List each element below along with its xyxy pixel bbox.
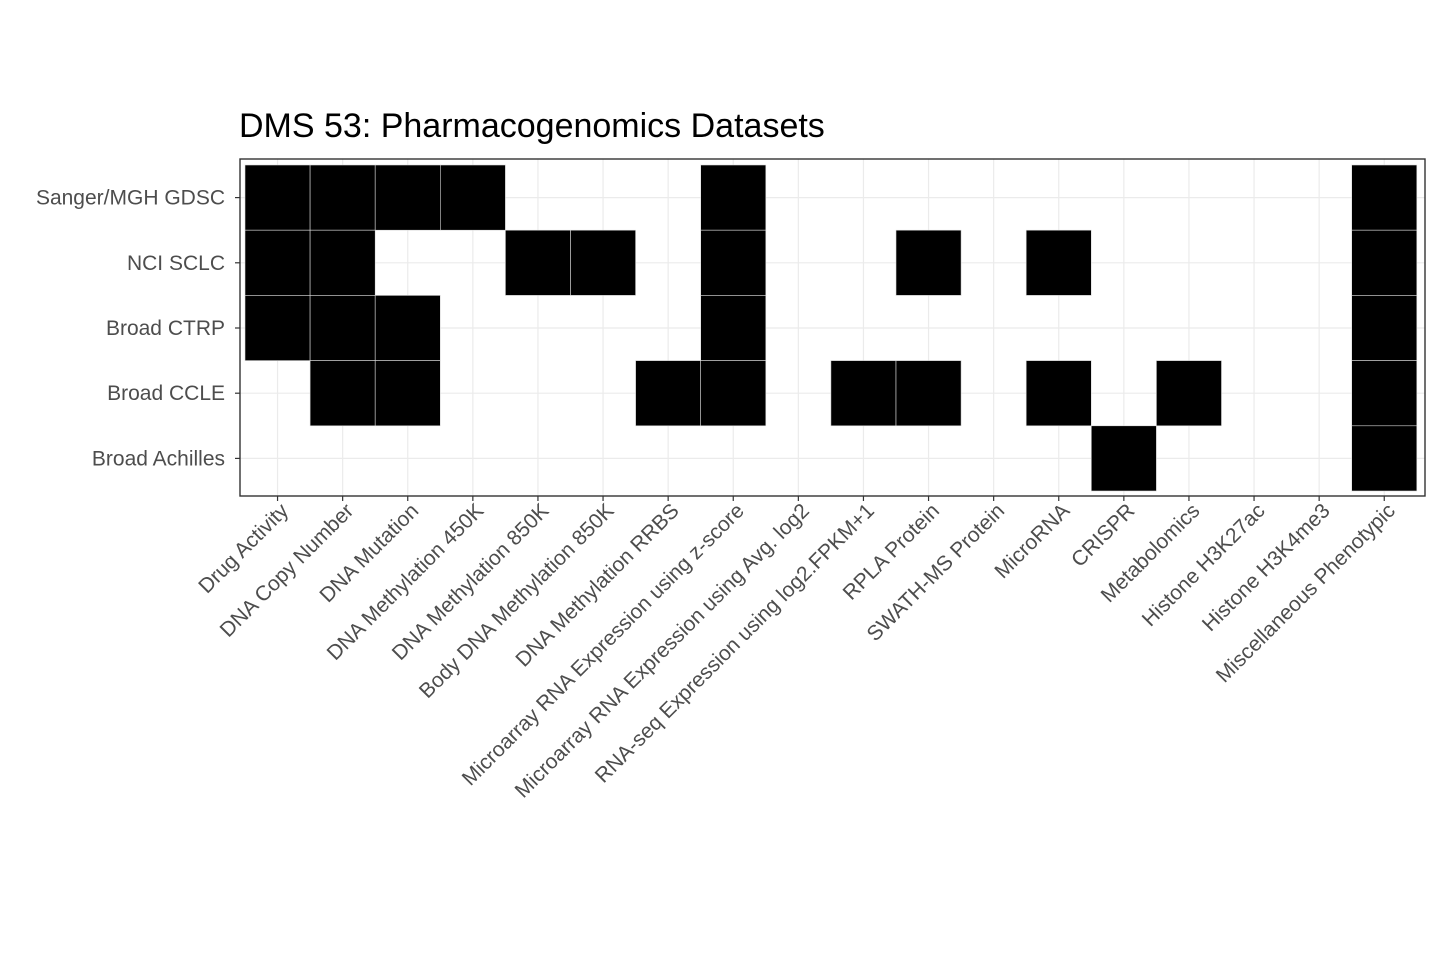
heatmap-cell — [244, 295, 311, 361]
x-tick-label: Histone H3K27ac — [1138, 499, 1270, 631]
heatmap-cell — [1156, 360, 1222, 427]
heatmap-cell — [895, 229, 962, 296]
heatmap-cell — [374, 164, 441, 231]
heatmap-cell — [700, 295, 767, 361]
y-tick-label: Broad CCLE — [107, 382, 225, 405]
y-tick-label: Broad Achilles — [92, 447, 225, 470]
y-tick-label: Sanger/MGH GDSC — [36, 187, 225, 210]
y-tick-label: NCI SCLC — [127, 252, 225, 275]
heatmap-cell — [700, 164, 767, 231]
heatmap-cell — [244, 229, 311, 296]
heatmap-cell — [244, 164, 311, 231]
chart-title: DMS 53: Pharmacogenomics Datasets — [239, 107, 825, 145]
heatmap-cell — [309, 164, 376, 231]
heatmap-cell — [374, 295, 441, 361]
heatmap-cell — [1025, 360, 1092, 427]
y-axis: Sanger/MGH GDSC NCI SCLC Broad CTRP Broad C… — [36, 187, 240, 470]
heatmap-cell — [1351, 425, 1418, 492]
heatmap-cell — [1351, 229, 1418, 296]
heatmap-cell — [700, 229, 767, 296]
heatmap-cell — [1025, 229, 1092, 296]
heatmap-cell — [374, 360, 441, 427]
y-tick-label: Broad CTRP — [106, 317, 225, 340]
heatmap-cell — [505, 229, 571, 296]
heatmap-cell — [309, 360, 376, 427]
heatmap-cell — [830, 360, 897, 427]
heatmap-cell — [635, 360, 701, 427]
heatmap-tiles — [244, 164, 1418, 492]
heatmap-cell — [1351, 295, 1418, 361]
heatmap-cell — [439, 164, 506, 231]
heatmap-cell — [1351, 164, 1418, 231]
heatmap-cell — [1091, 425, 1157, 492]
heatmap-cell — [309, 295, 376, 361]
heatmap-cell — [570, 229, 636, 296]
heatmap-cell — [700, 360, 767, 427]
heatmap-cell — [309, 229, 376, 296]
heatmap-cell — [895, 360, 962, 427]
heatmap-cell — [1351, 360, 1418, 427]
